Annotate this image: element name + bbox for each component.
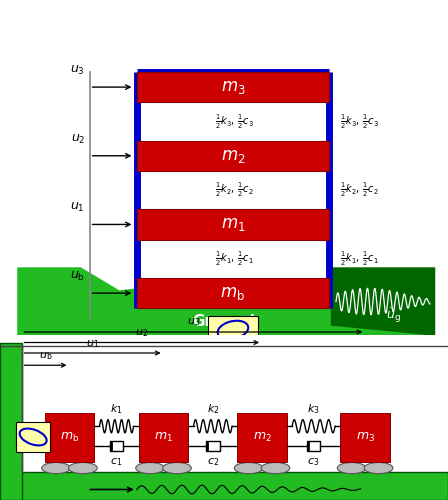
Text: $u_2$: $u_2$	[135, 327, 148, 339]
Bar	[137, 278, 329, 308]
Text: $c_3$: $c_3$	[307, 456, 320, 468]
Bar	[137, 72, 329, 102]
Bar	[17, 422, 50, 452]
Text: $u_1$: $u_1$	[70, 202, 85, 214]
Circle shape	[261, 462, 290, 473]
Text: $\dot{u}_{\rm g}$: $\dot{u}_{\rm g}$	[386, 306, 401, 325]
Text: $k_2$: $k_2$	[207, 402, 219, 415]
Text: $m_1$: $m_1$	[221, 216, 245, 234]
Bar	[0, 342, 22, 500]
Text: $u_{\rm b}$: $u_{\rm b}$	[70, 270, 85, 283]
Text: $u_{\rm b}$: $u_{\rm b}$	[39, 350, 52, 362]
Bar	[137, 140, 329, 171]
Text: $u_3$: $u_3$	[70, 64, 85, 77]
Bar	[0, 472, 448, 500]
Circle shape	[136, 462, 164, 473]
Text: $k_3$: $k_3$	[307, 402, 320, 415]
Bar	[137, 210, 329, 240]
Bar	[110, 441, 123, 450]
Text: $c_1$: $c_1$	[110, 456, 123, 468]
Circle shape	[337, 462, 366, 473]
Text: $m_3$: $m_3$	[220, 78, 246, 96]
Circle shape	[42, 462, 70, 473]
Text: $m_2$: $m_2$	[221, 147, 245, 165]
Text: $m_2$: $m_2$	[253, 430, 271, 444]
Polygon shape	[332, 268, 435, 335]
Text: $m_{\rm b}$: $m_{\rm b}$	[60, 430, 79, 444]
Text: $\frac{1}{2}k_1,\,\frac{1}{2}c_1$: $\frac{1}{2}k_1,\,\frac{1}{2}c_1$	[340, 250, 379, 268]
Bar	[208, 316, 258, 344]
Bar	[206, 441, 220, 450]
Bar	[340, 412, 390, 462]
Text: $\frac{1}{2}k_1,\,\frac{1}{2}c_1$: $\frac{1}{2}k_1,\,\frac{1}{2}c_1$	[215, 250, 254, 268]
Text: $c_2$: $c_2$	[207, 456, 219, 468]
Text: $u_2$: $u_2$	[71, 132, 85, 145]
Text: $m_1$: $m_1$	[154, 430, 173, 444]
Text: $m_3$: $m_3$	[356, 430, 375, 444]
Polygon shape	[18, 268, 137, 335]
Text: $k_1$: $k_1$	[110, 402, 123, 415]
Text: $m_{\rm b}$: $m_{\rm b}$	[220, 284, 246, 302]
Bar	[307, 441, 320, 450]
Text: $\frac{1}{2}k_3,\,\frac{1}{2}c_3$: $\frac{1}{2}k_3,\,\frac{1}{2}c_3$	[215, 112, 254, 130]
Text: $\frac{1}{2}k_3,\,\frac{1}{2}c_3$: $\frac{1}{2}k_3,\,\frac{1}{2}c_3$	[340, 112, 379, 130]
Text: Ground: Ground	[193, 314, 255, 329]
Bar	[139, 412, 188, 462]
Circle shape	[163, 462, 191, 473]
Polygon shape	[18, 285, 435, 335]
Bar	[45, 412, 94, 462]
Circle shape	[364, 462, 393, 473]
Text: $\frac{1}{2}k_2,\,\frac{1}{2}c_2$: $\frac{1}{2}k_2,\,\frac{1}{2}c_2$	[215, 181, 254, 199]
Bar	[237, 412, 287, 462]
Text: $u_1$: $u_1$	[86, 338, 99, 349]
Text: $u_3$: $u_3$	[187, 316, 200, 328]
Text: $\frac{1}{2}k_2,\,\frac{1}{2}c_2$: $\frac{1}{2}k_2,\,\frac{1}{2}c_2$	[340, 181, 379, 199]
Circle shape	[69, 462, 97, 473]
Circle shape	[234, 462, 263, 473]
